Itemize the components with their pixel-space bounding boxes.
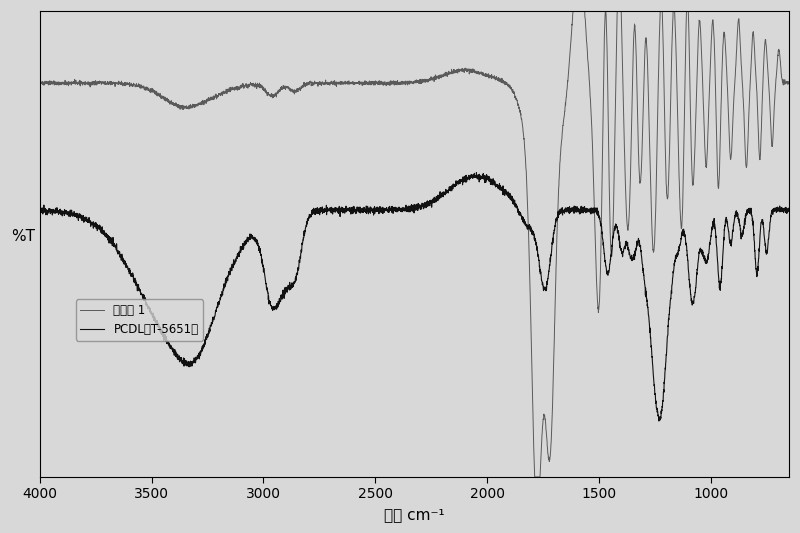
Y-axis label: %T: %T — [11, 229, 35, 244]
实施例 1 — [35, 79, 45, 85]
X-axis label: 波数 cm⁻¹: 波数 cm⁻¹ — [384, 507, 445, 522]
实施例 1 — [356, 79, 366, 86]
实施例 1 — [391, 81, 401, 87]
PCDL（T-5651） — [350, 204, 359, 211]
实施例 1 — [762, 42, 771, 49]
PCDL（T-5651） — [356, 208, 366, 215]
PCDL（T-5651） — [472, 169, 482, 176]
实施例 1 — [350, 80, 359, 86]
实施例 1 — [568, 8, 578, 14]
实施例 1 — [579, 8, 589, 14]
实施例 1 — [724, 124, 734, 130]
实施例 1 — [784, 79, 794, 86]
Line: PCDL（T-5651）: PCDL（T-5651） — [40, 173, 789, 421]
PCDL（T-5651） — [35, 208, 45, 214]
PCDL（T-5651） — [654, 418, 664, 424]
PCDL（T-5651） — [762, 249, 771, 255]
PCDL（T-5651） — [579, 206, 589, 212]
Legend: 实施例 1, PCDL（T-5651）: 实施例 1, PCDL（T-5651） — [76, 299, 203, 341]
Line: 实施例 1: 实施例 1 — [40, 11, 789, 477]
实施例 1 — [530, 474, 539, 480]
PCDL（T-5651） — [784, 205, 794, 212]
PCDL（T-5651） — [724, 232, 734, 238]
PCDL（T-5651） — [391, 208, 401, 215]
